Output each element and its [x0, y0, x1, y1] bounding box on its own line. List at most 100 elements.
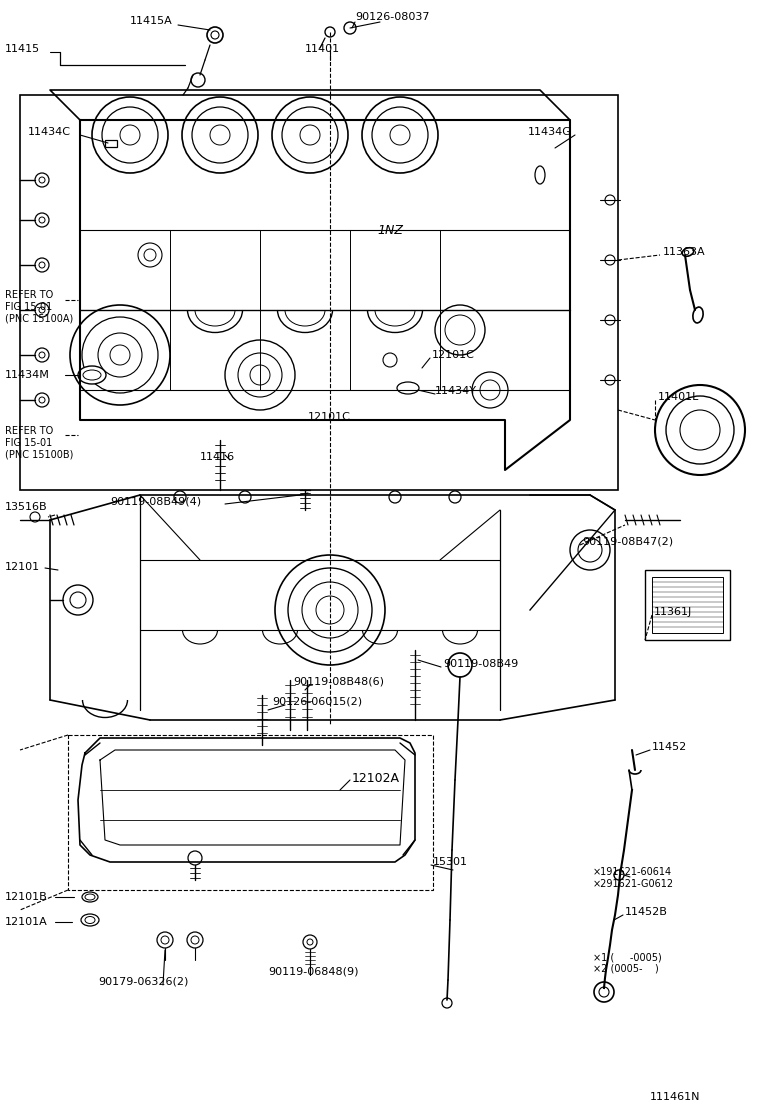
Circle shape — [70, 305, 170, 405]
Bar — [20, 95, 618, 490]
Text: 12101B: 12101B — [5, 892, 48, 902]
Circle shape — [449, 492, 461, 503]
Bar — [645, 570, 730, 641]
Text: 12101C: 12101C — [308, 413, 351, 421]
Circle shape — [325, 27, 335, 37]
Circle shape — [35, 302, 49, 317]
Circle shape — [614, 870, 624, 880]
Circle shape — [272, 97, 348, 173]
Ellipse shape — [81, 914, 99, 926]
Text: 11401L: 11401L — [658, 393, 699, 403]
Circle shape — [239, 492, 251, 503]
Text: 11452B: 11452B — [625, 907, 668, 917]
Ellipse shape — [82, 892, 98, 902]
Circle shape — [35, 348, 49, 363]
Circle shape — [275, 555, 385, 665]
Circle shape — [35, 214, 49, 227]
Text: 90119-08B49: 90119-08B49 — [443, 659, 518, 669]
Text: REFER TO
FIG 15-01
(PNC 15100B): REFER TO FIG 15-01 (PNC 15100B) — [5, 426, 74, 459]
Text: ×191621-60614
×291621-G0612: ×191621-60614 ×291621-G0612 — [593, 867, 674, 888]
Circle shape — [480, 380, 500, 400]
Circle shape — [120, 125, 140, 145]
Bar — [68, 735, 433, 890]
Circle shape — [599, 987, 609, 997]
Text: 11434C: 11434C — [28, 127, 71, 137]
Circle shape — [288, 568, 372, 652]
Circle shape — [605, 375, 615, 385]
Text: 11415: 11415 — [5, 44, 40, 54]
Ellipse shape — [78, 366, 106, 384]
Bar — [652, 577, 723, 633]
Text: 15301: 15301 — [433, 857, 468, 867]
Circle shape — [191, 936, 199, 944]
Circle shape — [39, 262, 45, 268]
Circle shape — [70, 592, 86, 608]
Circle shape — [138, 244, 162, 267]
Circle shape — [39, 353, 45, 358]
Circle shape — [174, 492, 186, 503]
Text: 111461N: 111461N — [650, 1092, 701, 1102]
Circle shape — [435, 305, 485, 355]
Circle shape — [157, 932, 173, 949]
Circle shape — [445, 315, 475, 345]
Text: 1NZ: 1NZ — [377, 224, 403, 237]
Circle shape — [238, 353, 282, 397]
Text: 11361J: 11361J — [654, 607, 692, 617]
Text: 90179-06326(2): 90179-06326(2) — [98, 977, 188, 987]
Circle shape — [39, 307, 45, 312]
Circle shape — [188, 851, 202, 865]
Circle shape — [35, 393, 49, 407]
Circle shape — [666, 396, 734, 464]
Circle shape — [210, 125, 230, 145]
Circle shape — [191, 73, 205, 87]
Circle shape — [594, 982, 614, 1002]
Text: 90126-08037: 90126-08037 — [355, 12, 429, 22]
Text: 90119-08B47(2): 90119-08B47(2) — [582, 537, 673, 547]
Text: 11434M: 11434M — [5, 370, 50, 380]
Circle shape — [282, 107, 338, 163]
Ellipse shape — [682, 248, 694, 256]
Text: 90126-06015(2): 90126-06015(2) — [272, 697, 362, 707]
Circle shape — [570, 530, 610, 570]
Circle shape — [472, 373, 508, 408]
Circle shape — [110, 345, 130, 365]
Circle shape — [98, 332, 142, 377]
Circle shape — [300, 125, 320, 145]
Circle shape — [383, 353, 397, 367]
Circle shape — [144, 249, 156, 261]
Circle shape — [605, 255, 615, 265]
Circle shape — [302, 582, 358, 638]
Circle shape — [578, 538, 602, 562]
Circle shape — [442, 997, 452, 1007]
Circle shape — [225, 340, 295, 410]
Text: 11363A: 11363A — [663, 247, 705, 257]
Ellipse shape — [693, 307, 703, 322]
Circle shape — [605, 195, 615, 205]
Circle shape — [30, 512, 40, 522]
Circle shape — [316, 596, 344, 624]
Circle shape — [344, 22, 356, 34]
Circle shape — [187, 932, 203, 949]
Text: 11416: 11416 — [200, 451, 235, 461]
Circle shape — [448, 653, 472, 677]
Circle shape — [39, 177, 45, 183]
Circle shape — [390, 125, 410, 145]
Circle shape — [303, 935, 317, 949]
Circle shape — [680, 410, 720, 450]
Text: 11401: 11401 — [305, 44, 340, 54]
Circle shape — [211, 31, 219, 39]
Ellipse shape — [535, 166, 545, 183]
Text: 12101C: 12101C — [432, 350, 475, 360]
Text: 90119-08B49(4): 90119-08B49(4) — [110, 497, 201, 507]
Circle shape — [307, 939, 313, 945]
Circle shape — [372, 107, 428, 163]
Circle shape — [82, 317, 158, 393]
Text: 12101: 12101 — [5, 562, 40, 572]
Bar — [105, 140, 117, 147]
Circle shape — [102, 107, 158, 163]
Circle shape — [605, 315, 615, 325]
Text: REFER TO
FIG 15-01
(PNC 15100A): REFER TO FIG 15-01 (PNC 15100A) — [5, 290, 73, 324]
Circle shape — [192, 107, 248, 163]
Text: 12102A: 12102A — [352, 772, 400, 785]
Text: 90119-08B48(6): 90119-08B48(6) — [293, 677, 384, 687]
